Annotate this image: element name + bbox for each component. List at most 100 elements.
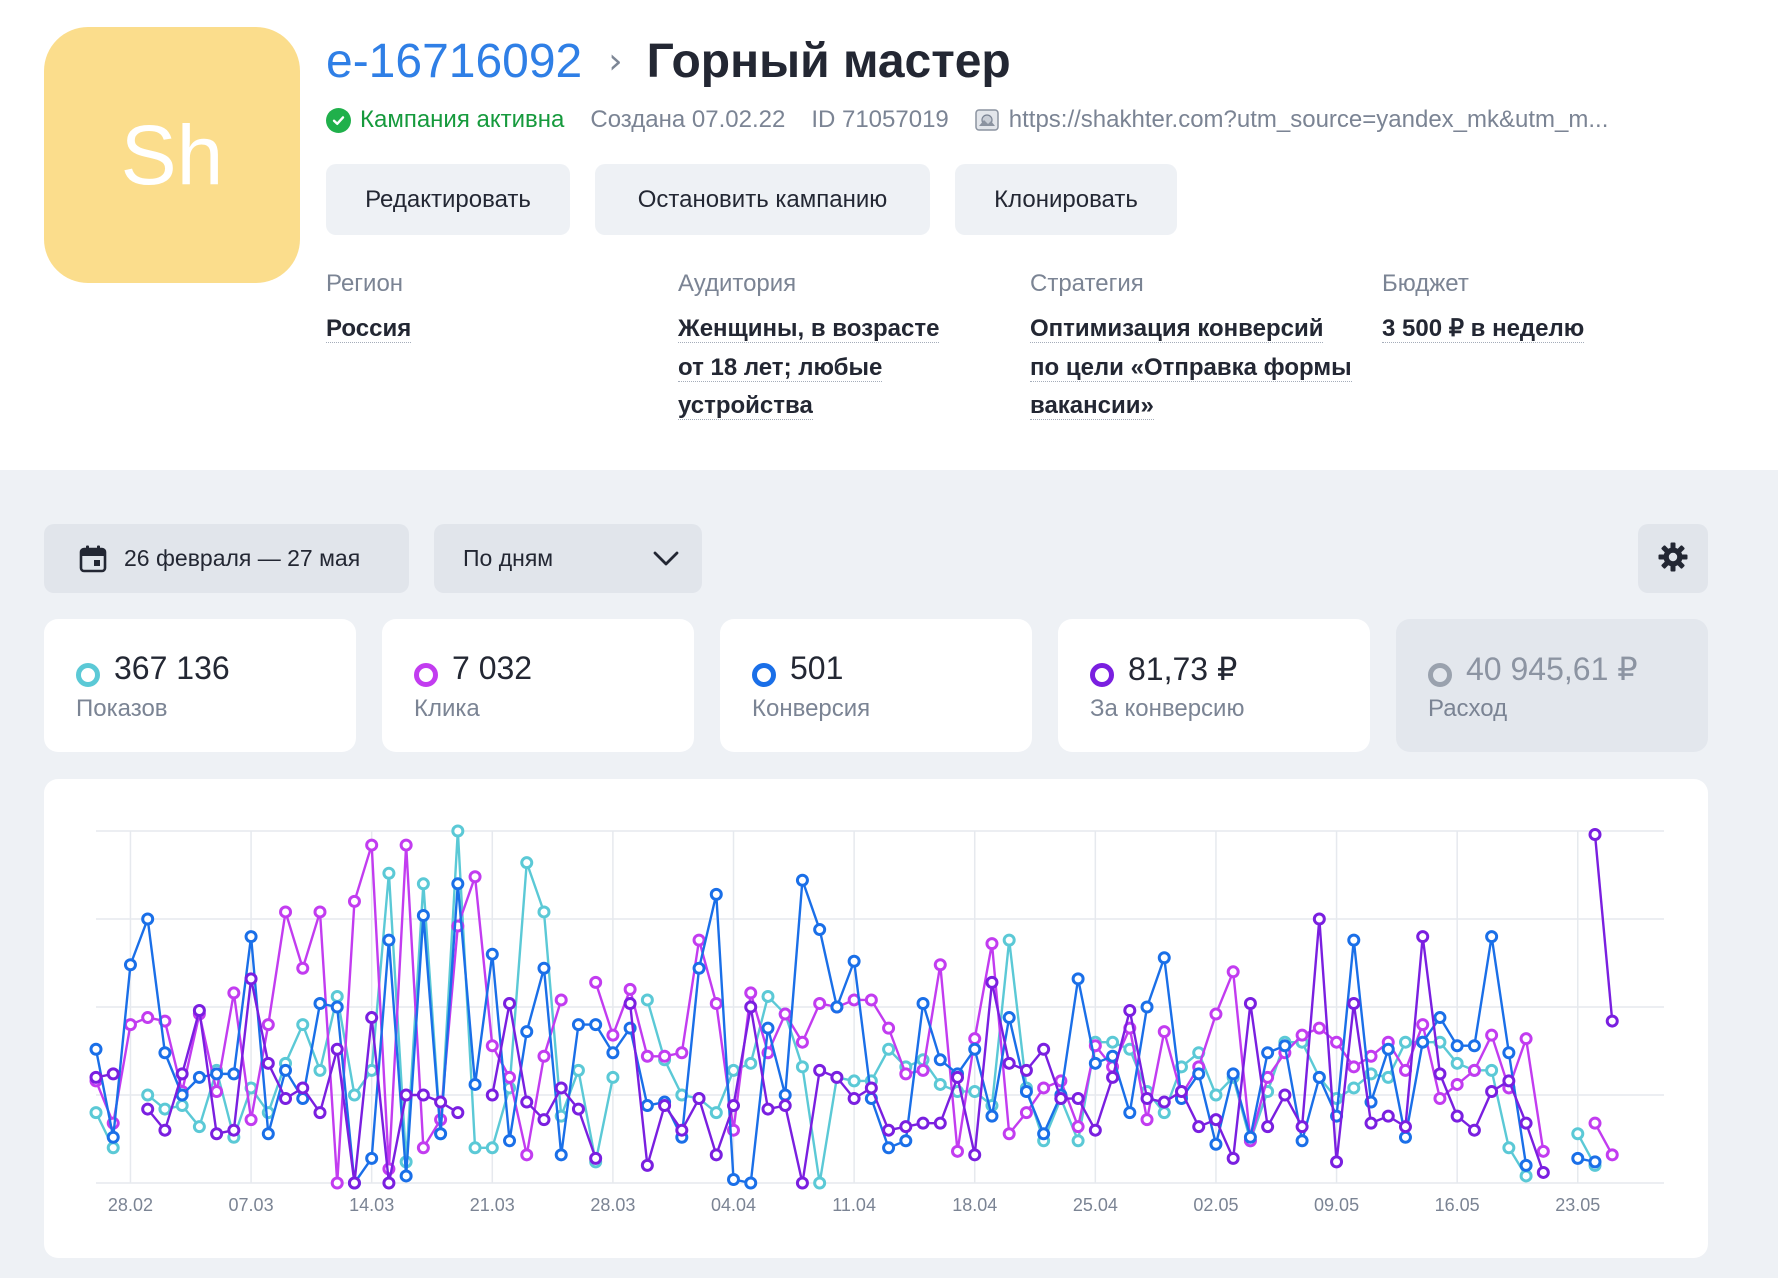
data-point-conversions: [692, 961, 706, 975]
audience-info: Аудитория Женщины, в возрасте от 18 лет;…: [678, 270, 1008, 426]
data-point-impressions: [933, 1077, 947, 1091]
data-point-cpa: [261, 1056, 275, 1070]
strategy-value[interactable]: Оптимизация конверсий по цели «Отправка …: [1030, 315, 1352, 420]
data-point-conversions: [279, 1063, 293, 1077]
data-point-clicks: [365, 838, 379, 852]
x-tick-label: 14.03: [349, 1195, 394, 1215]
campaign-url[interactable]: https://shakhter.com?utm_source=yandex_m…: [1008, 106, 1609, 133]
data-point-cpa: [658, 1099, 672, 1113]
data-point-cpa: [296, 1081, 310, 1095]
data-point-cpa: [623, 996, 637, 1010]
chart-settings-button[interactable]: [1638, 524, 1708, 593]
site-preview-icon: [975, 108, 999, 132]
metric-value: 367 136: [114, 650, 230, 686]
data-point-impressions: [468, 1141, 482, 1155]
data-point-cpa: [882, 1123, 896, 1137]
data-point-cpa: [813, 1063, 827, 1077]
data-point-clicks: [279, 905, 293, 919]
data-point-conversions: [1157, 951, 1171, 965]
data-point-impressions: [89, 1106, 103, 1120]
data-point-conversions: [382, 933, 396, 947]
data-point-cpa: [1381, 1109, 1395, 1123]
data-point-cpa: [227, 1123, 241, 1137]
data-point-impressions: [416, 877, 430, 891]
data-point-conversions: [847, 954, 861, 968]
data-point-clicks: [709, 996, 723, 1010]
data-point-impressions: [1571, 1127, 1585, 1141]
data-point-cpa: [761, 1102, 775, 1116]
data-point-clicks: [985, 937, 999, 951]
data-point-conversions: [1347, 933, 1361, 947]
campaign-id-link[interactable]: e-16716092: [326, 34, 583, 88]
data-point-impressions: [1347, 1081, 1361, 1095]
edit-button[interactable]: Редактировать: [326, 164, 570, 235]
data-point-conversions: [227, 1067, 241, 1081]
metric-card-cost-per-conversion[interactable]: 81,73 ₽ За конверсию: [1058, 619, 1370, 752]
data-point-clicks: [675, 1046, 689, 1060]
data-point-clicks: [744, 986, 758, 1000]
data-point-conversions: [727, 1172, 741, 1186]
data-point-clicks: [261, 1018, 275, 1032]
region-value[interactable]: Россия: [326, 315, 412, 343]
data-point-impressions: [1381, 1070, 1395, 1084]
data-point-conversions: [985, 1109, 999, 1123]
budget-value[interactable]: 3 500 ₽ в неделю: [1382, 315, 1585, 343]
audience-value[interactable]: Женщины, в возрасте от 18 лет; любые уст…: [678, 315, 940, 420]
data-point-cpa: [571, 1102, 585, 1116]
data-point-impressions: [1071, 1134, 1085, 1148]
data-point-cpa: [1209, 1113, 1223, 1127]
data-point-conversions: [744, 1176, 758, 1190]
clone-button[interactable]: Клонировать: [955, 164, 1177, 235]
data-point-clicks: [1312, 1021, 1326, 1035]
chevron-right-icon: ›: [608, 40, 623, 82]
data-point-cpa: [1123, 1004, 1137, 1018]
data-point-cpa: [279, 1092, 293, 1106]
data-point-clicks: [658, 1049, 672, 1063]
date-range-picker[interactable]: 26 февраля — 27 мая: [44, 524, 409, 593]
data-point-clicks: [1485, 1028, 1499, 1042]
data-point-cpa: [89, 1070, 103, 1084]
data-point-conversions: [1243, 1130, 1257, 1144]
metric-card-conversions[interactable]: 501 Конверсия: [720, 619, 1032, 752]
data-point-cpa: [192, 1004, 206, 1018]
data-point-cpa: [1261, 1120, 1275, 1134]
data-point-cpa: [503, 996, 517, 1010]
data-point-conversions: [1226, 1067, 1240, 1081]
metric-card-spend[interactable]: 40 945,61 ₽ Расход: [1396, 619, 1708, 752]
data-point-clicks: [1347, 1060, 1361, 1074]
data-point-clicks: [1416, 1018, 1430, 1032]
page-title: Горный мастер: [646, 34, 1011, 88]
data-point-conversions: [1123, 1106, 1137, 1120]
metric-value: 40 945,61 ₽: [1466, 651, 1638, 687]
date-range-label: 26 февраля — 27 мая: [124, 545, 361, 571]
data-point-conversions: [1071, 972, 1085, 986]
data-point-clicks: [296, 961, 310, 975]
metric-value: 501: [790, 650, 844, 686]
grouping-select[interactable]: По дням: [434, 524, 702, 593]
data-point-clicks: [1019, 1106, 1033, 1120]
data-point-clicks: [1140, 1113, 1154, 1127]
data-point-clicks: [227, 986, 241, 1000]
data-point-clicks: [399, 838, 413, 852]
data-point-clicks: [1588, 1116, 1602, 1130]
metric-card-clicks[interactable]: 7 032 Клика: [382, 619, 694, 752]
data-point-clicks: [692, 933, 706, 947]
line-chart: 28.02 07.03 14.03 21.03 28.03 04.04 11.04 18.04…: [89, 824, 1664, 1215]
data-point-conversions: [1192, 1067, 1206, 1081]
stop-campaign-button[interactable]: Остановить кампанию: [595, 164, 930, 235]
data-point-conversions: [778, 1088, 792, 1102]
data-point-conversions: [761, 1021, 775, 1035]
data-point-cpa: [778, 1099, 792, 1113]
data-point-clicks: [899, 1067, 913, 1081]
data-point-cpa: [899, 1120, 913, 1134]
x-tick-label: 21.03: [470, 1195, 515, 1215]
data-point-conversions: [261, 1127, 275, 1141]
data-point-conversions: [123, 958, 137, 972]
chevron-down-icon: [652, 546, 680, 576]
data-point-cpa: [933, 1116, 947, 1130]
data-point-impressions: [571, 1063, 585, 1077]
data-point-conversions: [1209, 1137, 1223, 1151]
metric-card-impressions[interactable]: 367 136 Показов: [44, 619, 356, 752]
data-point-impressions: [968, 1084, 982, 1098]
data-point-cpa: [640, 1158, 654, 1172]
